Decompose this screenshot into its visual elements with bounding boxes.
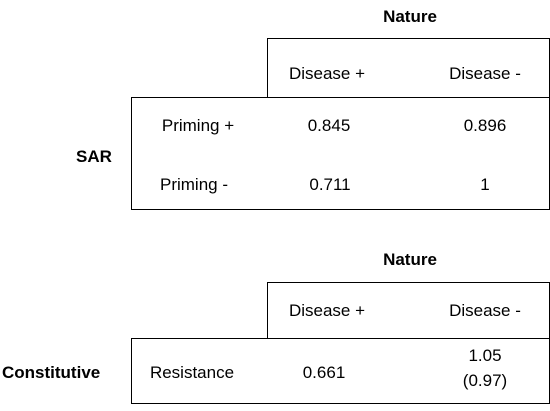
constitutive-row-resistance-label: Resistance: [149, 363, 235, 382]
constitutive-cell-resistance-disease-minus: 1.05: [468, 346, 502, 365]
constitutive-cell-resistance-disease-plus: 0.661: [302, 363, 346, 382]
sar-cell-priming-minus-disease-plus: 0.711: [309, 175, 351, 194]
constitutive-col-disease-minus: Disease -: [449, 301, 521, 320]
sar-cell-priming-plus-disease-plus: 0.845: [307, 116, 351, 135]
sar-col-disease-plus: Disease +: [288, 64, 366, 83]
constitutive-column-header: Nature: [383, 250, 437, 269]
constitutive-col-disease-plus: Disease +: [288, 301, 366, 320]
sar-cell-priming-minus-disease-minus: 1: [480, 175, 490, 194]
constitutive-row-header: Constitutive: [2, 363, 101, 382]
constitutive-cell-resistance-disease-minus-alt: (0.97): [462, 371, 508, 390]
sar-cell-priming-plus-disease-minus: 0.896: [463, 116, 507, 135]
sar-row-header: SAR: [76, 147, 112, 166]
sar-row-priming-plus-label: Priming +: [161, 116, 235, 135]
sar-column-header: Nature: [383, 7, 437, 26]
sar-col-disease-minus: Disease -: [449, 64, 521, 83]
sar-row-priming-minus-label: Priming -: [159, 175, 229, 194]
